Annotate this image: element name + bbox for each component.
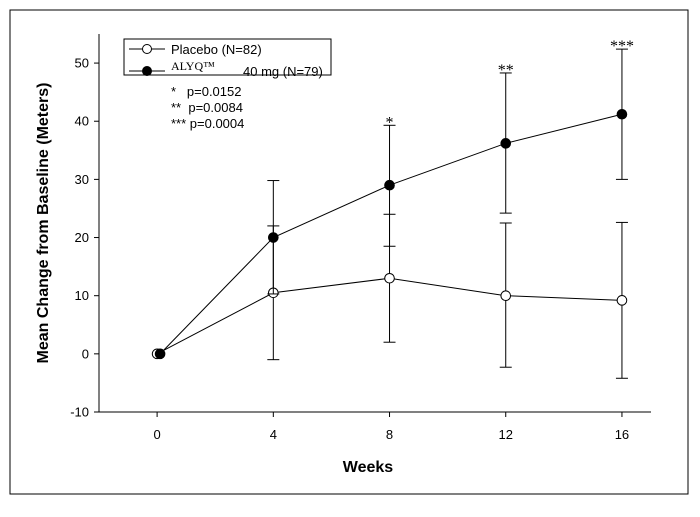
x-tick-label: 12 — [499, 427, 513, 442]
legend-placebo-marker — [142, 44, 152, 54]
y-tick-label: 30 — [75, 172, 89, 187]
y-tick-label: 10 — [75, 288, 89, 303]
data-point-placebo — [500, 290, 512, 301]
legend-note-2: ** p=0.0084 — [171, 100, 243, 115]
x-axis-title: Weeks — [343, 459, 394, 476]
y-tick-label: 40 — [75, 114, 89, 129]
x-tick-label: 4 — [270, 427, 277, 442]
data-point-drug — [268, 232, 279, 243]
significance-marker: *** — [610, 38, 634, 55]
data-point-drug — [616, 108, 628, 120]
x-tick-label: 16 — [615, 427, 629, 442]
figure-frame — [9, 9, 689, 495]
significance-marker: * — [386, 114, 394, 131]
series-layer — [151, 48, 628, 379]
legend: Placebo (N=82) ALYQ™ 40 mg (N=79) * p=0.… — [123, 38, 332, 131]
x-tick-label: 0 — [153, 427, 160, 442]
legend-drug-brand: ALYQ™ — [171, 59, 215, 73]
legend-box — [123, 38, 332, 76]
y-axis-title: Mean Change from Baseline (Meters) — [35, 83, 52, 364]
significance-marker: ** — [498, 62, 514, 79]
legend-drug-label: 40 mg (N=79) — [243, 64, 323, 79]
y-tick-label: -10 — [70, 405, 89, 420]
data-point-drug — [500, 138, 512, 149]
data-point-placebo — [384, 272, 395, 284]
legend-note-3: *** p=0.0004 — [171, 116, 244, 131]
legend-placebo-label: Placebo (N=82) — [171, 42, 262, 57]
legend-note-1: * p=0.0152 — [171, 84, 241, 99]
y-tick-label: 20 — [75, 230, 89, 245]
x-axis-ticks: 0 4 8 12 16 — [153, 412, 629, 442]
y-tick-label: 0 — [82, 346, 89, 361]
data-point-placebo — [616, 295, 628, 306]
significance-layer: ****** — [386, 38, 634, 131]
data-point-drug — [384, 179, 395, 191]
data-point-drug — [154, 348, 166, 360]
legend-drug-marker — [142, 66, 152, 76]
x-tick-label: 8 — [386, 427, 393, 442]
y-axis-ticks: -10 0 10 20 30 40 50 — [70, 56, 99, 420]
y-tick-label: 50 — [75, 56, 89, 71]
